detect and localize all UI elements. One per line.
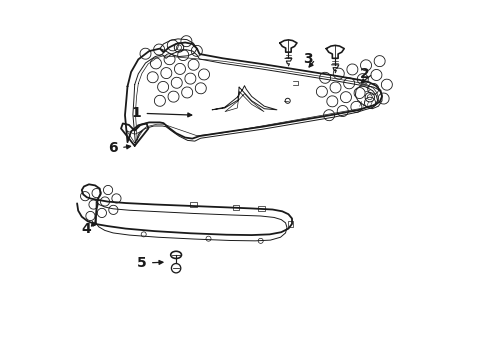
Text: 1: 1	[131, 107, 141, 120]
Text: 6: 6	[108, 141, 118, 154]
Text: 4: 4	[81, 222, 91, 235]
Bar	[258, 206, 264, 211]
Text: 2: 2	[360, 67, 369, 81]
Text: 3: 3	[302, 53, 312, 66]
Bar	[232, 205, 239, 210]
Bar	[190, 202, 197, 207]
Text: 5: 5	[137, 256, 146, 270]
Bar	[287, 221, 293, 227]
